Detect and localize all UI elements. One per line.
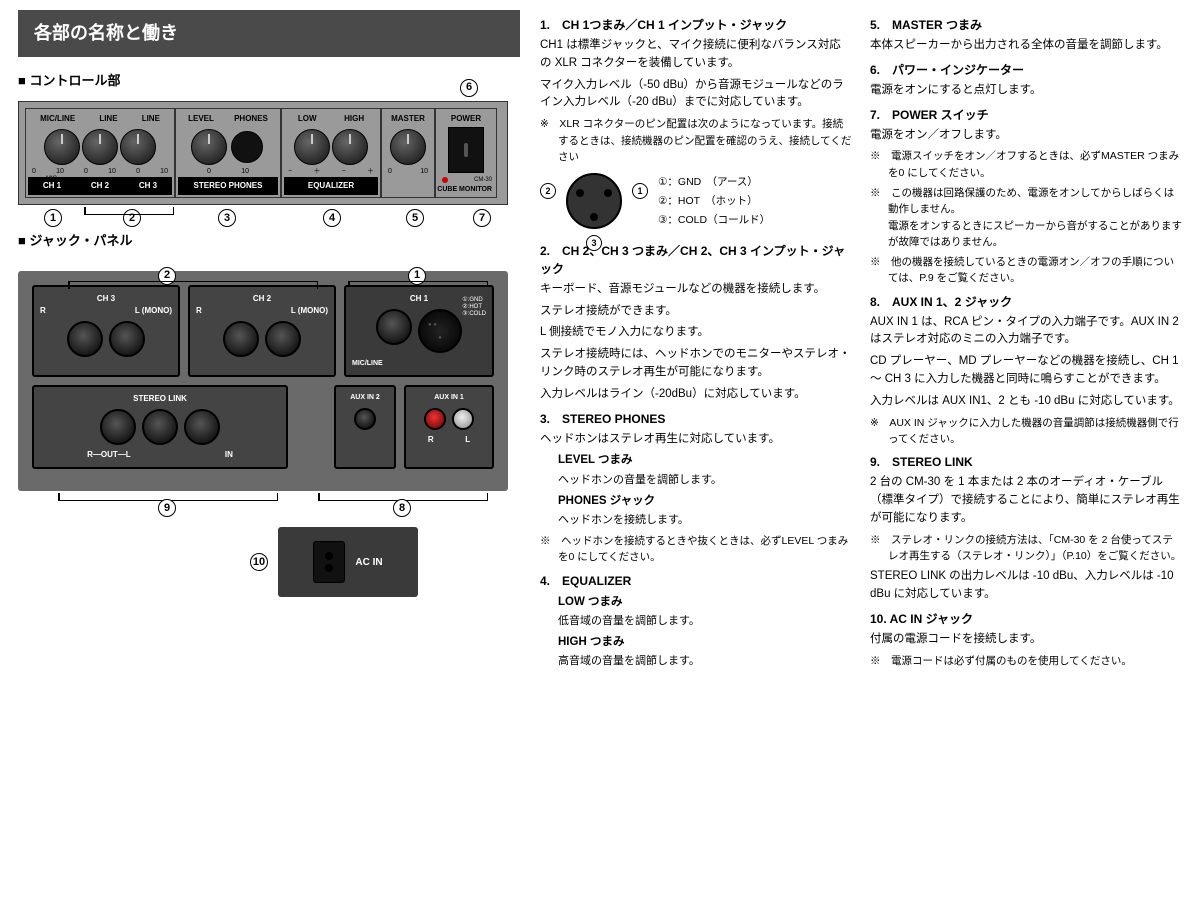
n1: XLR コネクターのピン配置は次のようになっています。接続するときは、接続機器の… — [540, 116, 852, 165]
h8: 8. AUX IN 1、2 ジャック — [870, 293, 1182, 311]
section-jack: ジャック・パネル — [18, 231, 520, 251]
callout-9: 9 — [158, 499, 176, 517]
label-phones: PHONES — [234, 113, 268, 125]
aux2-box: AUX IN 2 — [334, 385, 396, 469]
label-power: POWER — [451, 113, 481, 125]
jack-ch3-l — [109, 321, 145, 357]
page-title: 各部の名称と働き — [18, 10, 520, 57]
label-high: HIGH — [344, 113, 364, 125]
jack-ch3-r — [67, 321, 103, 357]
knob-ch3 — [120, 129, 156, 165]
jack-ch1-trs — [376, 309, 412, 345]
ch1-box: CH 1 ①:GND ②:HOT ③:COLD MIC/LINE — [344, 285, 494, 378]
label-line: LINE — [99, 113, 117, 125]
jack-sl-l — [142, 409, 178, 445]
mic-sublabel: MIC — [46, 175, 57, 184]
callout-10: 10 — [250, 553, 268, 571]
h3: 3. STEREO PHONES — [540, 410, 852, 428]
jack-panel: CH 3 RL (MONO) CH 2 RL (MONO) CH 1 ①:GND… — [18, 271, 508, 492]
pin3-label: ③：COLD（コールド） — [658, 211, 770, 230]
callout-7: 7 — [473, 209, 491, 227]
jack-aux1-r — [424, 408, 446, 430]
label-low: LOW — [298, 113, 317, 125]
knob-high — [332, 129, 368, 165]
jack-ch2-r — [223, 321, 259, 357]
knob-ch2 — [82, 129, 118, 165]
pin1-label: ①：GND （アース） — [658, 173, 770, 192]
p1a: CH1 は標準ジャックと、マイク接続に便利なバランス対応の XLR コネクターを… — [540, 37, 852, 73]
jack-sl-r — [100, 409, 136, 445]
jack-ch1-xlr — [418, 309, 462, 353]
section-control: コントロール部 — [18, 71, 520, 91]
phones-jack — [231, 131, 263, 163]
knob-master — [390, 129, 426, 165]
h1: 1. CH 1つまみ／CH 1 インプット・ジャック — [540, 16, 852, 34]
h4: 4. EQUALIZER — [540, 572, 852, 590]
callout-3: 3 — [218, 209, 236, 227]
jack-ch2-l — [265, 321, 301, 357]
callout-1: 1 — [44, 209, 62, 227]
control-panel: MIC/LINELINELINE MIC 010010010 CH 1CH 2C… — [18, 101, 508, 206]
h6: 6. パワー・インジケーター — [870, 61, 1182, 79]
callout-6: 6 — [460, 79, 478, 97]
jack-aux1-l — [452, 408, 474, 430]
power-led — [442, 177, 448, 183]
label-master: MASTER — [391, 113, 425, 125]
label-micline: MIC/LINE — [40, 113, 75, 125]
ch3-box: CH 3 RL (MONO) — [32, 285, 180, 378]
knob-low — [294, 129, 330, 165]
knob-level — [191, 129, 227, 165]
callout-4: 4 — [323, 209, 341, 227]
callout-8: 8 — [393, 499, 411, 517]
h10: 10. AC IN ジャック — [870, 610, 1182, 628]
p1b: マイク入力レベル（-50 dBu）から音源モジュールなどのライン入力レベル（-2… — [540, 77, 852, 113]
pin2-label: ②：HOT （ホット） — [658, 192, 770, 211]
power-switch — [448, 127, 484, 173]
label-level: LEVEL — [188, 113, 214, 125]
acin-socket — [313, 541, 345, 583]
xlr-diagram: 1 2 3 ①：GND （アース） ②：HOT （ホット） ③：COLD（コール… — [540, 173, 852, 230]
ch2-box: CH 2 RL (MONO) — [188, 285, 336, 378]
label-line2: LINE — [142, 113, 160, 125]
acin-box: AC IN — [278, 527, 418, 597]
jack-sl-in — [184, 409, 220, 445]
stereo-link-box: STEREO LINK R—OUT—LIN — [32, 385, 288, 469]
callout-5: 5 — [406, 209, 424, 227]
h5: 5. MASTER つまみ — [870, 16, 1182, 34]
jack-aux2 — [354, 408, 376, 430]
aux1-box: AUX IN 1 RL — [404, 385, 494, 469]
cube-monitor-label: CUBE MONITOR — [437, 185, 492, 196]
h7: 7. POWER スイッチ — [870, 106, 1182, 124]
h9: 9. STEREO LINK — [870, 453, 1182, 471]
knob-ch1 — [44, 129, 80, 165]
